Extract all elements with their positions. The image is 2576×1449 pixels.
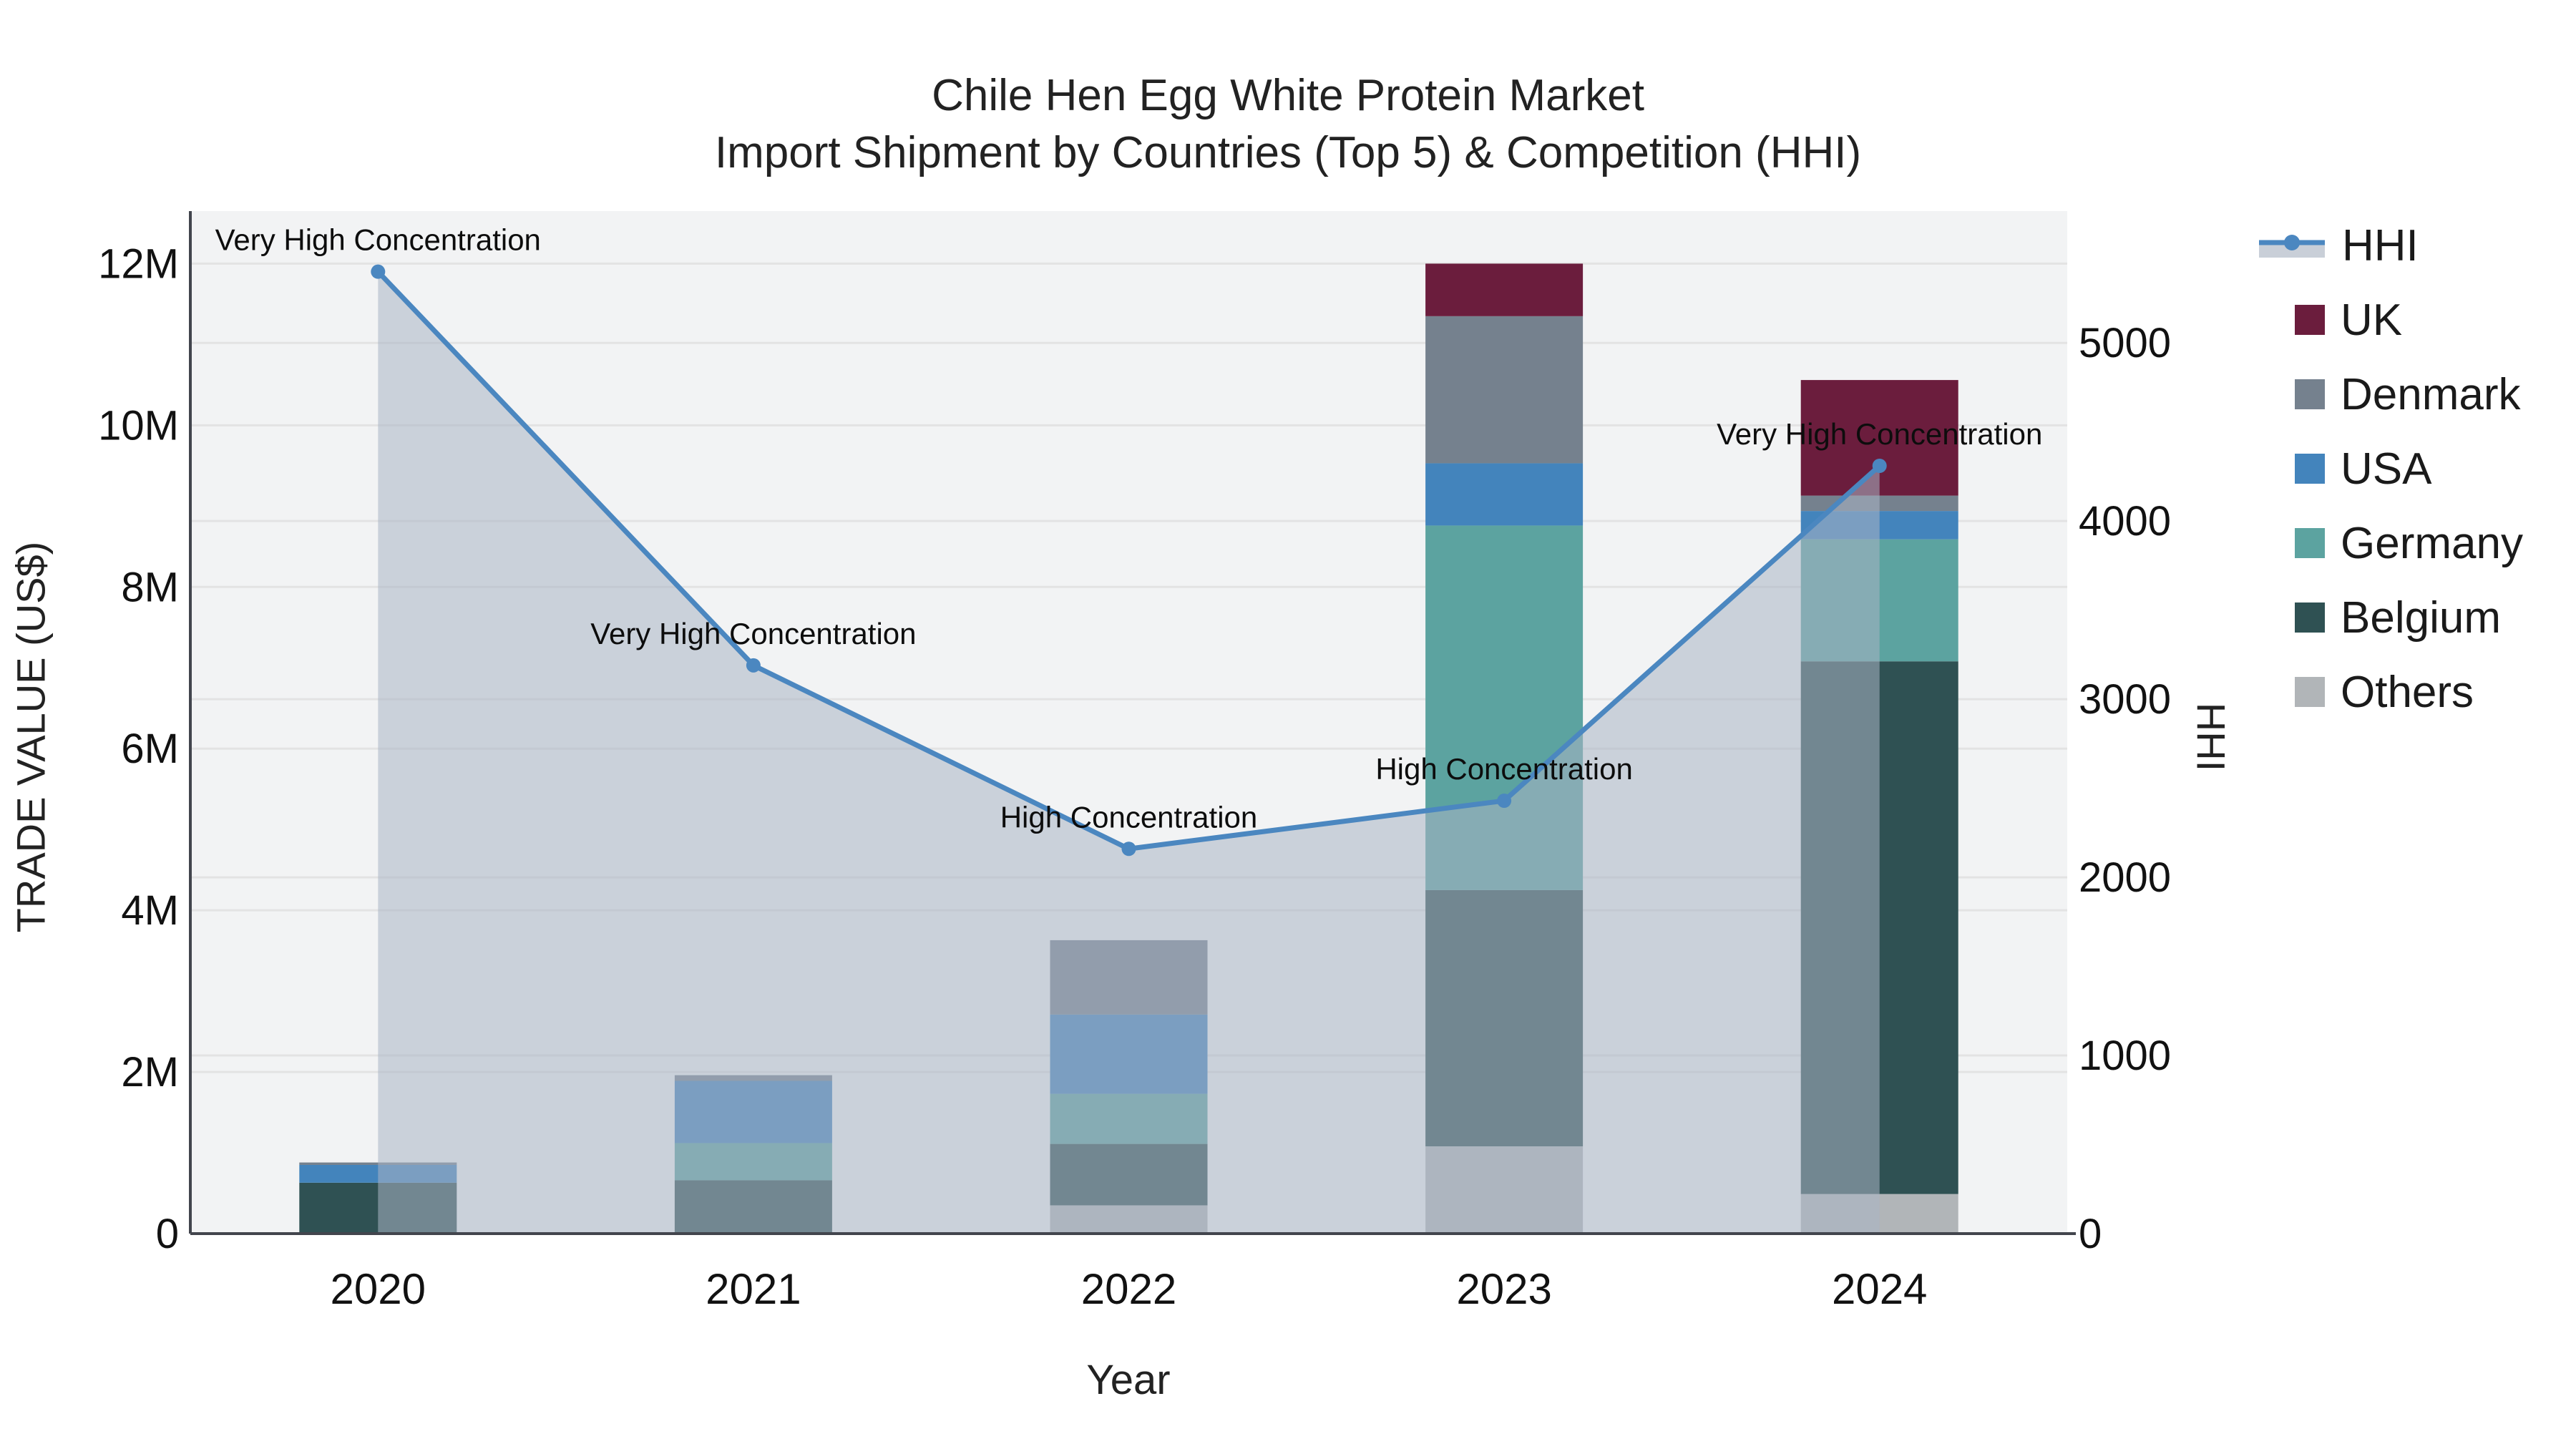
x-axis-title: Year <box>1086 1357 1171 1403</box>
legend-item-denmark[interactable]: Denmark <box>2258 370 2523 419</box>
legend-item-usa[interactable]: USA <box>2258 444 2523 494</box>
x-tick-2023[interactable]: 2023 <box>1456 1265 1551 1313</box>
legend: HHI UK Denmark USA Germany Belgium Others <box>2258 220 2523 717</box>
legend-swatch-germany <box>2295 528 2325 558</box>
legend-item-belgium[interactable]: Belgium <box>2258 592 2523 643</box>
y-right-tick-4000: 4000 <box>2079 498 2171 545</box>
x-tick-2024[interactable]: 2024 <box>1832 1265 1927 1313</box>
bar-segment-usa-2023[interactable] <box>1425 463 1584 526</box>
hhi-point-2023[interactable] <box>1497 794 1512 809</box>
y-axis-right-title: HHI <box>2188 702 2234 772</box>
legend-swatch-others <box>2295 677 2325 707</box>
y-left-tick-0: 0 <box>156 1211 179 1257</box>
x-tick-2020[interactable]: 2020 <box>331 1265 426 1313</box>
y-left-tick-10M: 10M <box>98 402 179 449</box>
hhi-area-fill <box>378 271 1880 1234</box>
y-left-tick-12M: 12M <box>98 240 179 287</box>
legend-item-hhi[interactable]: HHI <box>2258 220 2523 270</box>
legend-hhi-marker-swatch <box>2284 235 2300 250</box>
legend-swatch-usa <box>2295 454 2325 484</box>
legend-item-uk[interactable]: UK <box>2258 296 2523 345</box>
annotation-2020: Very High Concentration <box>215 223 541 257</box>
legend-hhi-line-sample <box>2259 235 2325 258</box>
chart-title: Chile Hen Egg White Protein Market <box>932 71 1644 120</box>
hhi-point-2020[interactable] <box>371 264 386 279</box>
annotation-2023: High Concentration <box>1375 752 1633 786</box>
y-left-tick-4M: 4M <box>121 887 179 934</box>
y-left-tick-8M: 8M <box>121 564 179 610</box>
chart-subtitle: Import Shipment by Countries (Top 5) & C… <box>714 128 1862 177</box>
bar-segment-uk-2023[interactable] <box>1425 263 1584 316</box>
y-right-tick-0: 0 <box>2079 1211 2102 1257</box>
bar-segment-denmark-2023[interactable] <box>1425 316 1584 464</box>
legend-label-denmark: Denmark <box>2341 369 2521 419</box>
y-left-tick-6M: 6M <box>121 726 179 772</box>
legend-label-germany: Germany <box>2341 518 2523 568</box>
hhi-point-2021[interactable] <box>746 658 761 673</box>
legend-item-others[interactable]: Others <box>2258 668 2523 717</box>
legend-item-germany[interactable]: Germany <box>2258 519 2523 568</box>
hhi-point-2022[interactable] <box>1121 841 1136 857</box>
legend-label-usa: USA <box>2341 444 2432 494</box>
y-axis-left-title: TRADE VALUE (US$) <box>8 541 54 933</box>
legend-label-uk: UK <box>2341 295 2403 345</box>
legend-swatch-uk <box>2295 305 2325 335</box>
y-right-tick-3000: 3000 <box>2079 676 2171 723</box>
legend-label-hhi: HHI <box>2342 220 2419 270</box>
y-right-tick-5000: 5000 <box>2079 320 2171 366</box>
x-tick-2022[interactable]: 2022 <box>1081 1265 1176 1313</box>
annotation-2024: Very High Concentration <box>1717 417 2042 451</box>
y-right-tick-2000: 2000 <box>2079 854 2171 901</box>
legend-swatch-denmark <box>2295 379 2325 409</box>
annotation-2022: High Concentration <box>1000 800 1258 834</box>
annotation-2021: Very High Concentration <box>590 617 916 650</box>
legend-swatch-belgium <box>2295 602 2325 633</box>
legend-label-belgium: Belgium <box>2341 592 2501 643</box>
y-left-tick-2M: 2M <box>121 1049 179 1096</box>
legend-hhi-area-swatch <box>2259 245 2325 258</box>
x-tick-2021[interactable]: 2021 <box>706 1265 801 1313</box>
hhi-point-2024[interactable] <box>1872 459 1887 474</box>
legend-label-others: Others <box>2341 667 2474 717</box>
y-right-tick-1000: 1000 <box>2079 1033 2171 1079</box>
